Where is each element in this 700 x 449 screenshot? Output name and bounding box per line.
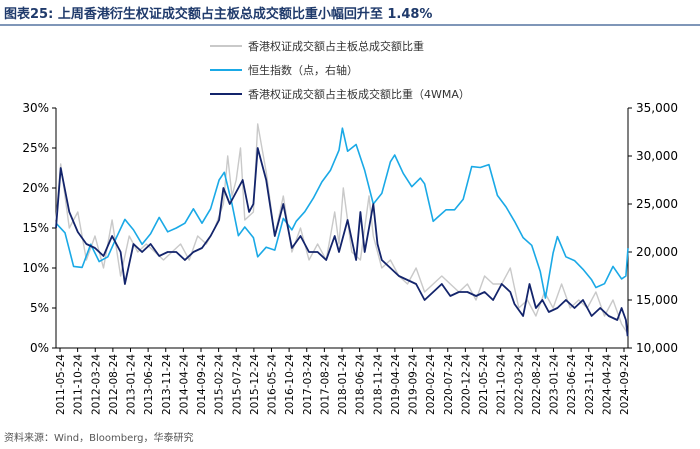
x-tick-label: 2017-03-24	[302, 354, 314, 415]
left-tick-label: 30%	[22, 101, 49, 115]
legend-item-gray: 香港权证成交额占主板总成交额比重	[210, 34, 470, 58]
legend-item-4wma: 香港权证成交额占主板成交额比重（4WMA）	[210, 82, 470, 106]
chart-title: 图表25: 上周香港衍生权证成交额占主板总成交额比重小幅回升至 1.48%	[4, 7, 433, 22]
x-tick-label: 2018-01-24	[337, 354, 349, 415]
right-tick-label: 25,000	[636, 197, 678, 211]
legend-label-4wma: 香港权证成交额占主板成交额比重（4WMA）	[248, 88, 470, 101]
right-tick-label: 10,000	[636, 341, 678, 355]
x-tick-label: 2020-02-24	[425, 354, 437, 415]
x-tick-label: 2024-04-24	[601, 354, 613, 415]
x-tick-label: 2023-01-24	[549, 354, 561, 415]
legend-label-hsi: 恒生指数（点，右轴）	[248, 64, 358, 77]
left-tick-label: 25%	[22, 141, 49, 155]
series-line-hsi	[55, 127, 629, 299]
source-note: 资料来源：Wind，Bloomberg，华泰研究	[4, 433, 194, 444]
x-tick-label: 2018-11-24	[372, 354, 384, 415]
x-tick-label: 2011-10-24	[73, 354, 85, 415]
left-tick-label: 20%	[22, 181, 49, 195]
left-tick-label: 10%	[22, 261, 49, 275]
x-tick-label: 2020-07-24	[443, 354, 455, 415]
series-line-ratio-weekly	[55, 123, 628, 333]
x-tick-label: 2019-04-24	[390, 354, 402, 415]
left-tick-label: 15%	[22, 221, 49, 235]
x-tick-label: 2015-02-24	[214, 354, 226, 415]
legend-item-hsi: 恒生指数（点，右轴）	[210, 58, 470, 82]
x-tick-label: 2015-07-24	[231, 354, 243, 415]
series-line-ratio-4wma	[55, 147, 629, 337]
x-tick-label: 2018-06-24	[355, 354, 367, 415]
right-tick-label: 15,000	[636, 293, 678, 307]
x-tick-label: 2022-03-24	[513, 354, 525, 415]
x-tick-label: 2013-11-24	[161, 354, 173, 415]
left-tick-label: 5%	[30, 301, 49, 315]
chart-series	[55, 123, 629, 337]
x-tick-label: 2020-12-24	[460, 354, 472, 415]
x-tick-label: 2016-10-24	[284, 354, 296, 415]
legend-swatch-gray	[210, 45, 242, 47]
right-tick-label: 30,000	[636, 149, 678, 163]
x-tick-label: 2022-08-24	[531, 354, 543, 415]
x-tick-label: 2011-05-24	[55, 354, 67, 415]
right-tick-label: 20,000	[636, 245, 678, 259]
x-tick-label: 2021-10-24	[496, 354, 508, 415]
chart-legend: 香港权证成交额占主板总成交额比重 恒生指数（点，右轴） 香港权证成交额占主板成交…	[210, 34, 470, 106]
x-tick-label: 2012-03-24	[90, 354, 102, 415]
x-tick-label: 2013-01-24	[126, 354, 138, 415]
legend-swatch-hsi	[210, 69, 242, 71]
x-tick-label: 2014-04-24	[178, 354, 190, 415]
title-divider	[0, 24, 700, 26]
x-tick-label: 2023-11-24	[584, 354, 596, 415]
x-tick-label: 2024-09-24	[619, 354, 631, 415]
x-tick-label: 2016-05-24	[267, 354, 279, 415]
x-tick-label: 2013-06-24	[143, 354, 155, 415]
legend-label-gray: 香港权证成交额占主板总成交额比重	[248, 40, 424, 53]
x-tick-label: 2021-05-24	[478, 354, 490, 415]
chart-axes: 0% 5% 10% 15% 20% 25% 30% 10,000 15,000 20,000 25,…	[22, 101, 678, 415]
x-tick-label: 2015-12-24	[249, 354, 261, 415]
left-tick-label: 0%	[30, 341, 49, 355]
legend-swatch-4wma	[210, 93, 242, 95]
x-tick-label: 2014-09-24	[196, 354, 208, 415]
x-tick-label: 2017-08-24	[319, 354, 331, 415]
x-tick-label: 2019-09-24	[408, 354, 420, 415]
right-tick-label: 35,000	[636, 101, 678, 115]
x-tick-label: 2023-06-24	[566, 354, 578, 415]
x-tick-label: 2012-08-24	[108, 354, 120, 415]
